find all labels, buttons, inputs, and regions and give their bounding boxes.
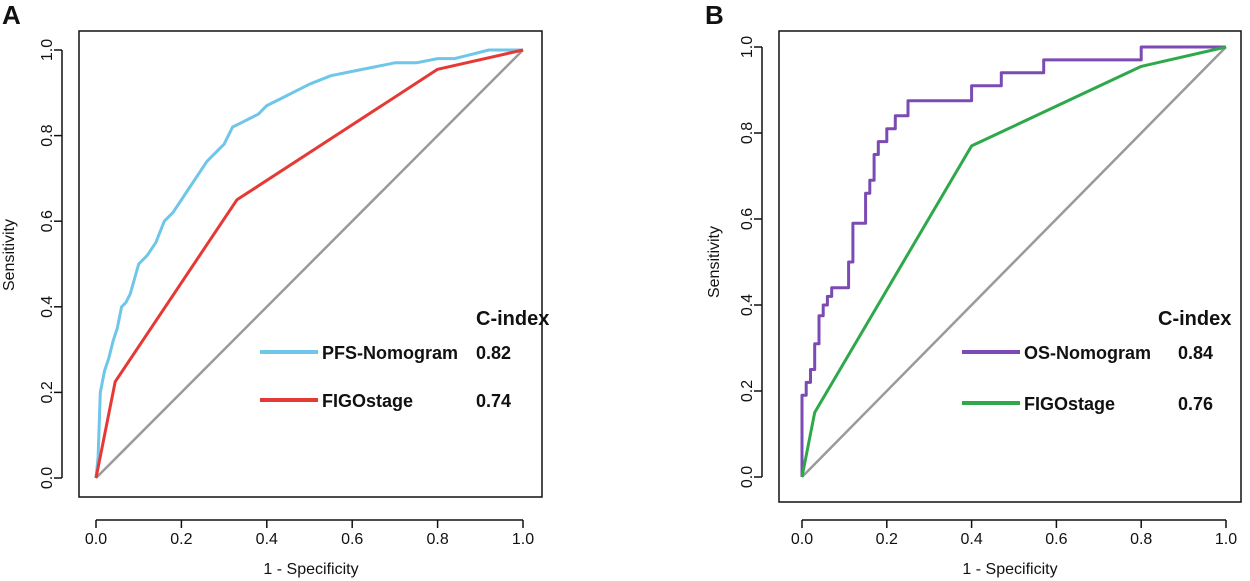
x-tick-label: 0.6 <box>1045 531 1067 548</box>
legend-value: 0.74 <box>476 391 511 411</box>
y-tick-label: 0.2 <box>39 381 56 403</box>
x-tick-label: 0.8 <box>426 531 448 548</box>
y-tick-label: 0.6 <box>739 208 756 230</box>
panel-letter: B <box>705 0 724 30</box>
x-tick-label: 0.8 <box>1130 531 1152 548</box>
y-tick-label: 0.8 <box>39 124 56 146</box>
panel-a: A 0.0 0.2 0.4 0.6 0.8 1.0 0.00.20.40.60.81.0 … <box>1 0 549 578</box>
y-tick-label: 0.6 <box>39 210 56 232</box>
y-tick-label: 1.0 <box>739 36 756 58</box>
x-tick-label: 1.0 <box>512 531 534 548</box>
reference-diagonal <box>95 49 524 479</box>
legend-title: C-index <box>1158 308 1231 330</box>
y-axis-title: Sensitivity <box>706 226 723 298</box>
panel-b: B 0.0 0.2 0.4 0.6 0.8 1.0 0.00.20.40.60.81.0 … <box>705 0 1242 578</box>
x-axis-title: 1 - Specificity <box>962 561 1057 578</box>
legend-value: 0.84 <box>1178 343 1213 363</box>
plot-frame <box>778 30 1242 503</box>
legend-label: OS-Nomogram <box>1024 343 1151 363</box>
y-axis-title: Sensitivity <box>1 219 18 291</box>
x-axis-title: 1 - Specificity <box>263 561 358 578</box>
plot-frame <box>78 30 543 498</box>
y-tick-label: 0.0 <box>739 466 756 488</box>
legend-label: PFS-Nomogram <box>322 343 458 363</box>
reference-diagonal <box>801 46 1227 478</box>
series-layer <box>800 45 1227 478</box>
y-tick-label: 0.0 <box>39 467 56 489</box>
legend: C-index PFS-Nomogram 0.82 FIGOstage 0.74 <box>260 308 549 411</box>
x-tick-label: 0.4 <box>256 531 278 548</box>
y-axis: 0.0 0.2 0.4 0.6 0.8 1.0 <box>39 39 63 489</box>
x-tick-label: 0.4 <box>960 531 982 548</box>
x-tick-label: 0.2 <box>876 531 898 548</box>
y-tick-label: 0.4 <box>739 294 756 316</box>
y-tick-label: 0.4 <box>39 296 56 318</box>
y-tick-label: 0.2 <box>739 380 756 402</box>
x-axis: 0.0 0.2 0.4 0.6 0.8 1.0 <box>85 519 534 548</box>
series-line-os-nomogram <box>800 45 1226 477</box>
legend-title: C-index <box>476 308 549 330</box>
series-line-figostage <box>94 48 524 479</box>
series-line-pfs-nomogram <box>94 48 523 479</box>
x-tick-label: 0.0 <box>85 531 107 548</box>
x-axis: 0.0 0.2 0.4 0.6 0.8 1.0 <box>791 519 1237 548</box>
legend-value: 0.76 <box>1178 394 1213 414</box>
x-tick-label: 0.2 <box>170 531 192 548</box>
series-layer <box>94 48 524 479</box>
x-tick-label: 1.0 <box>1215 531 1237 548</box>
x-tick-label: 0.0 <box>791 531 813 548</box>
legend: C-index OS-Nomogram 0.84 FIGOstage 0.76 <box>962 308 1231 414</box>
legend-value: 0.82 <box>476 343 511 363</box>
y-tick-label: 0.8 <box>739 122 756 144</box>
legend-label: FIGOstage <box>1024 394 1115 414</box>
x-tick-label: 0.6 <box>341 531 363 548</box>
y-tick-label: 1.0 <box>39 39 56 61</box>
series-line-figostage <box>800 45 1227 478</box>
y-axis: 0.0 0.2 0.4 0.6 0.8 1.0 <box>739 36 763 488</box>
panel-letter: A <box>2 0 21 30</box>
legend-label: FIGOstage <box>322 391 413 411</box>
